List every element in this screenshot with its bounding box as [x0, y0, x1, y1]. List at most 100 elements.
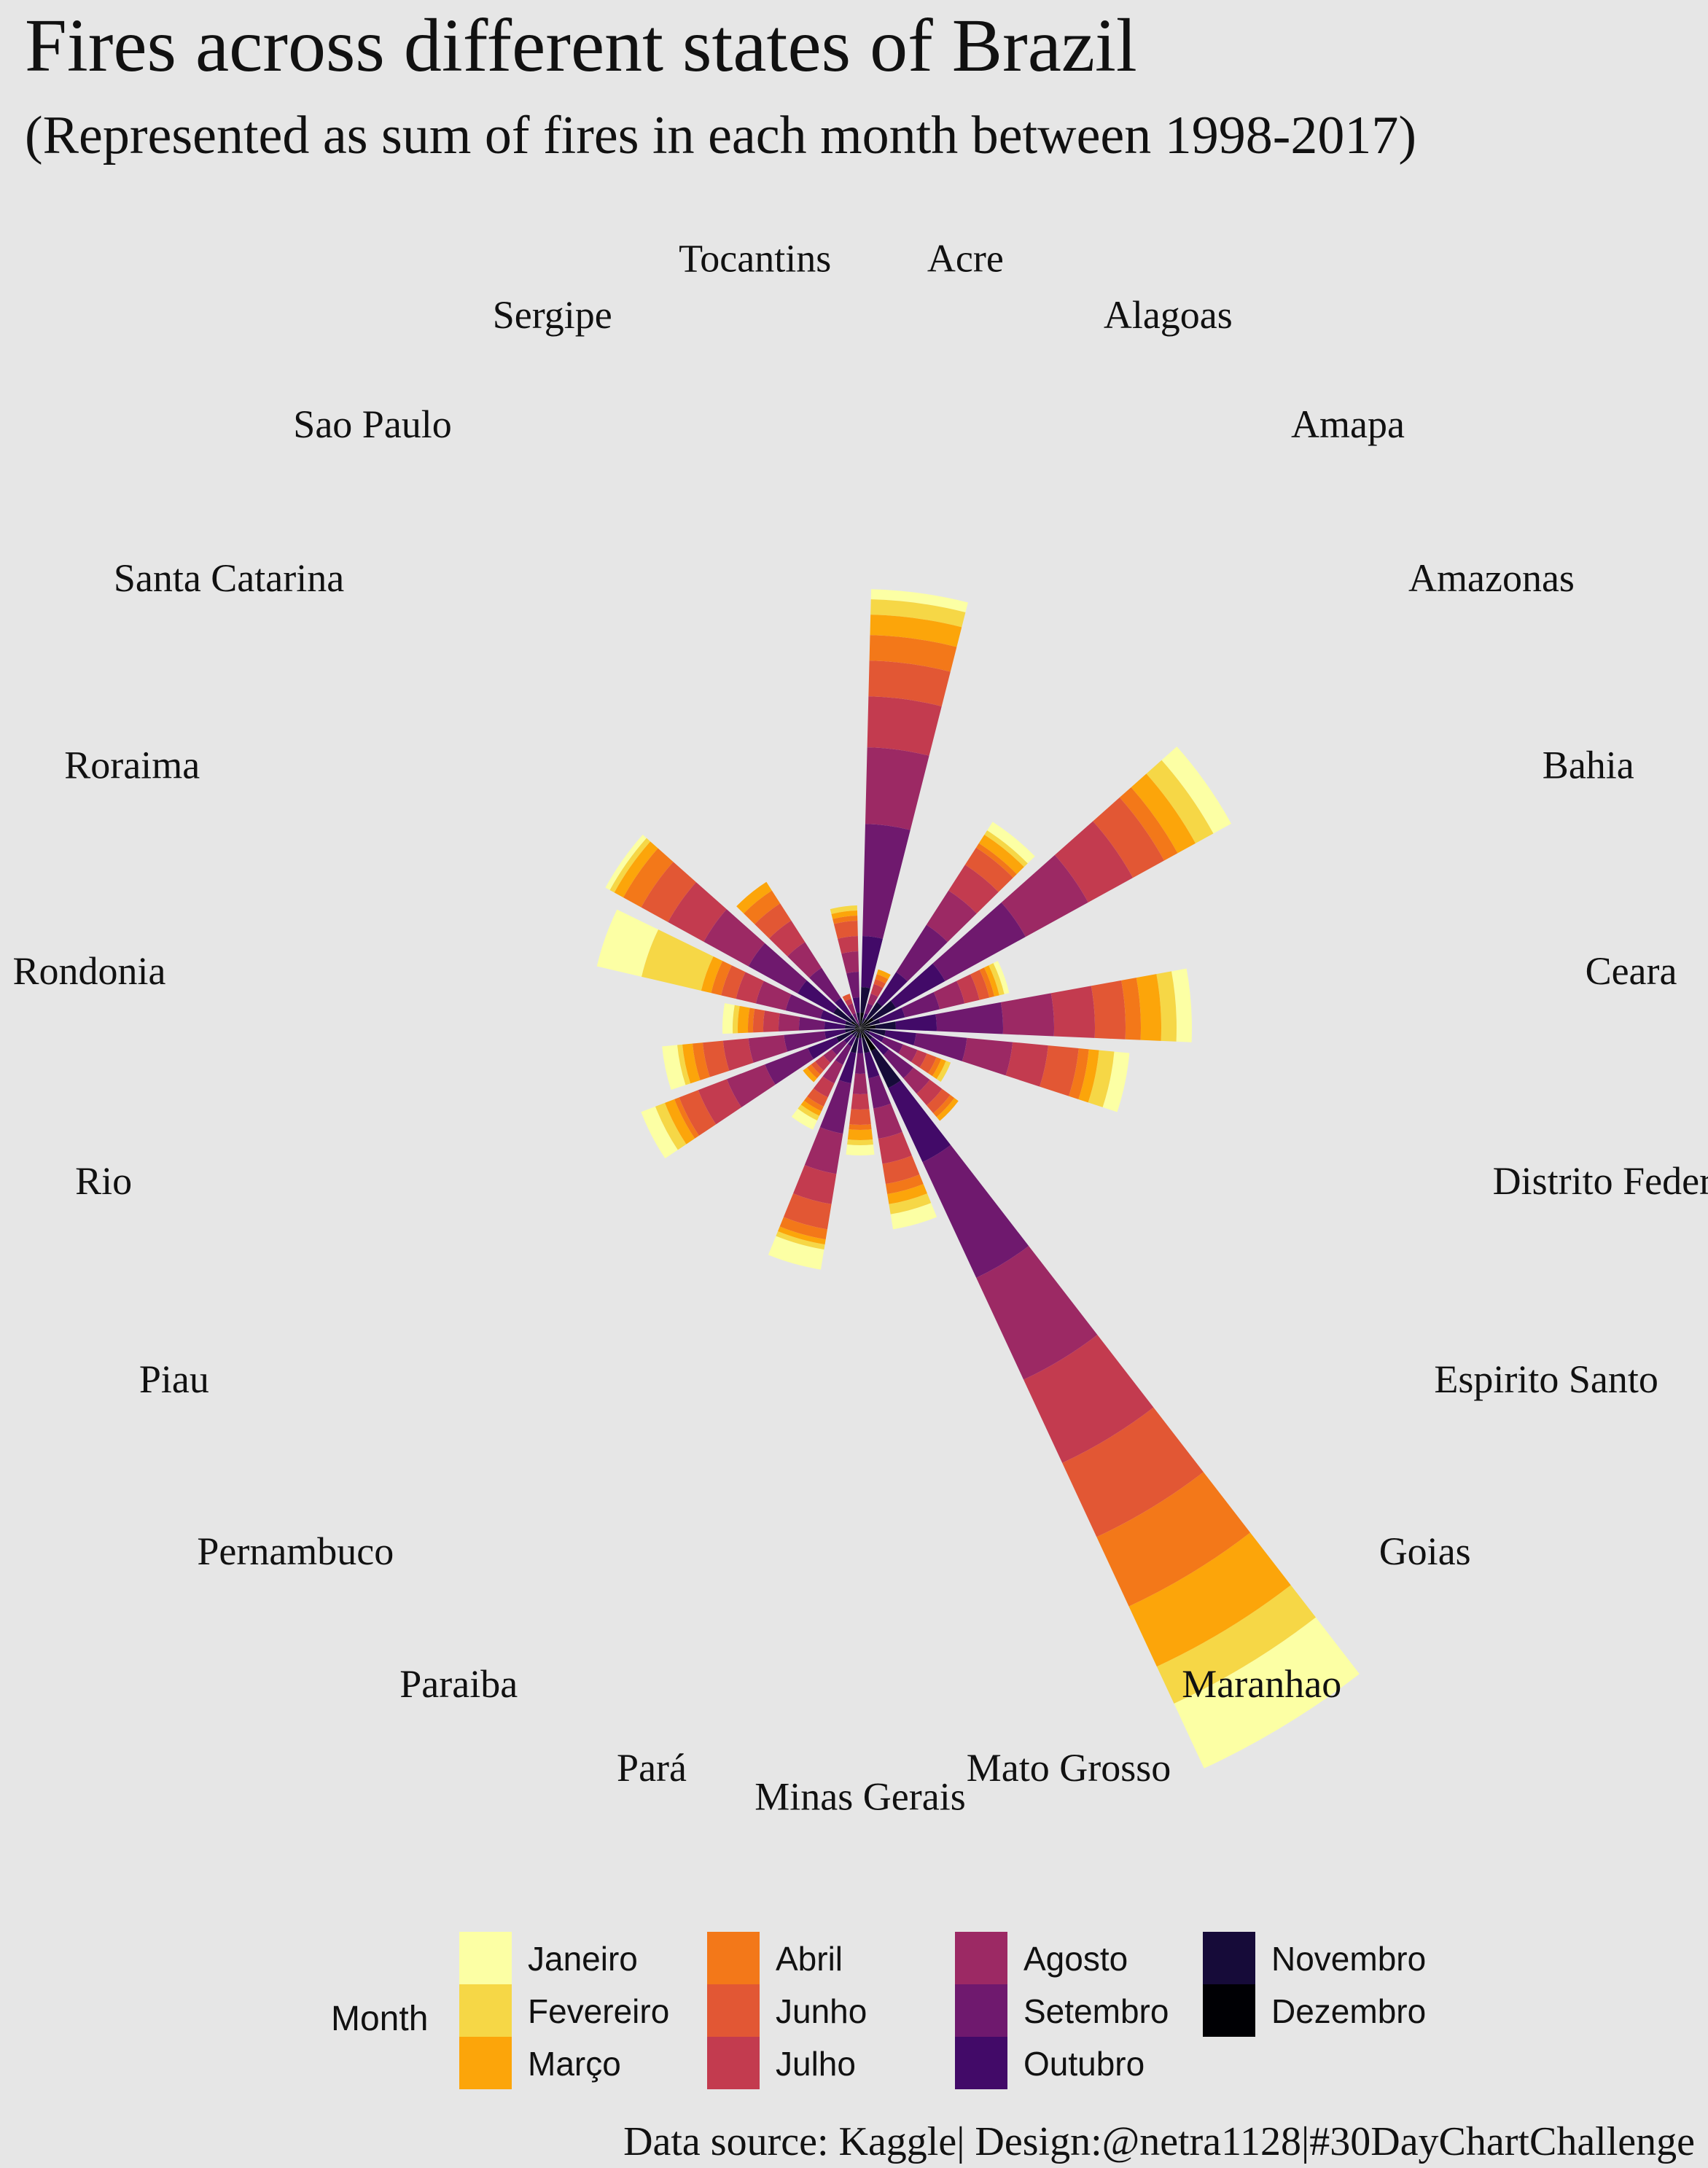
bar-segment-para-janeiro [768, 1236, 824, 1270]
bar-segment-piau-agosto [727, 1064, 776, 1107]
bar-segment-sergipe-junho [842, 994, 851, 1002]
bar-segment-ceara-julho [1050, 986, 1095, 1038]
bar-segment-distrito-federal-agosto [962, 1037, 1013, 1076]
bar-segment-amazonas-agosto [1001, 854, 1088, 937]
bar-segment-espirito-santo-marco [932, 1058, 946, 1080]
bar-segment-ceara-dezembro [860, 1025, 876, 1029]
bar-segment-tocantins-abril [832, 916, 858, 924]
bar-segment-acre-agosto [865, 747, 929, 830]
bar-segment-maranhao-abril [1096, 1472, 1251, 1607]
bar-segment-maranhao-marco [1128, 1532, 1291, 1667]
bar-segment-amazonas-setembro [932, 902, 1026, 981]
bar-segment-rio-novembro [845, 1028, 856, 1033]
bar-segment-rio-agosto [748, 1034, 788, 1063]
bar-segment-alagoas-agosto [867, 994, 878, 1006]
bar-segment-paraiba-novembro [854, 1032, 859, 1037]
bar-segment-acre-marco [870, 615, 962, 647]
bar-segment-alagoas-dezembro [860, 1023, 863, 1028]
legend-swatch [459, 1932, 512, 1984]
bar-segment-acre-outubro [861, 936, 883, 989]
legend-swatch [955, 1932, 1007, 1984]
state-label-pernambuco: Pernambuco [197, 1529, 394, 1573]
bar-segment-rondonia-julho [763, 1010, 780, 1032]
bar-segment-para-setembro [819, 1080, 851, 1134]
bar-segment-santa-catarina-setembro [748, 943, 807, 994]
bar-segment-rondonia-marco [738, 1005, 750, 1034]
state-label-roraima: Roraima [64, 743, 200, 787]
bar-segment-roraima-agosto [755, 980, 792, 1011]
bar-segment-minas-gerais-outubro [857, 1037, 863, 1053]
bar-segment-minas-gerais-setembro [854, 1053, 866, 1074]
bar-segment-ceara-marco [1136, 974, 1162, 1041]
bar-segment-minas-gerais-fevereiro [847, 1139, 873, 1146]
bar-segment-amazonas-fevereiro [1146, 760, 1214, 843]
bar-segment-minas-gerais-julho [851, 1093, 870, 1110]
bar-segment-pernambuco-marco [803, 1067, 817, 1083]
bar-segment-mato-grosso-junho [882, 1155, 920, 1185]
bar-segment-piau-abril [674, 1097, 699, 1139]
bar-segment-paraiba-dezembro [857, 1028, 860, 1033]
state-label-alagoas: Alagoas [1104, 293, 1233, 337]
bar-segment-santa-catarina-junho [641, 862, 696, 922]
state-label-paraiba: Paraiba [399, 1662, 518, 1706]
bar-segment-rondonia-fevereiro [733, 1005, 740, 1034]
bar-segment-distrito-federal-junho [1040, 1045, 1079, 1096]
bar-segment-paraiba-setembro [835, 1044, 852, 1065]
state-label-santa-catarina: Santa Catarina [114, 556, 344, 600]
bar-segment-sergipe-outubro [857, 1023, 860, 1028]
bar-segment-roraima-junho [721, 965, 746, 999]
bar-segment-alagoas-outubro [863, 1013, 868, 1019]
bar-segment-goias-dezembro [860, 1028, 865, 1032]
bar-segment-acre-dezembro [860, 1013, 865, 1028]
bar-segment-piau-dezembro [850, 1028, 860, 1034]
bar-segment-para-junho [783, 1193, 832, 1230]
state-label-maranhao: Maranhao [1182, 1662, 1341, 1706]
state-label-amazonas: Amazonas [1408, 556, 1575, 600]
bar-segment-espirito-santo-setembro [881, 1037, 903, 1054]
bar-segment-mato-grosso-dezembro [860, 1028, 865, 1038]
bar-segment-roraima-dezembro [855, 1025, 860, 1028]
bar-segment-alagoas-julho [870, 983, 884, 997]
bar-segment-alagoas-abril [875, 974, 889, 984]
bar-segment-sergipe-setembro [852, 1013, 859, 1023]
bar-segment-goias-agosto [903, 1067, 930, 1094]
bar-segment-pernambuco-setembro [831, 1040, 847, 1056]
bar-segment-tocantins-setembro [846, 972, 859, 999]
bar-segment-maranhao-novembro [870, 1048, 901, 1088]
bar-segment-amapa-setembro [896, 924, 948, 982]
bar-segment-roraima-marco [701, 956, 723, 994]
bar-segment-piau-novembro [836, 1032, 852, 1042]
bar-segment-amapa-abril [975, 843, 1017, 878]
bar-segment-para-novembro [850, 1037, 859, 1053]
bar-segment-alagoas-marco [876, 969, 891, 980]
bar-segment-amapa-dezembro [860, 1019, 867, 1028]
bar-segment-espirito-santo-junho [919, 1053, 937, 1074]
bar-segment-amazonas-novembro [871, 1000, 897, 1021]
bar-segment-paraiba-abril [803, 1096, 824, 1112]
bar-segment-acre-abril [869, 635, 957, 672]
bar-segment-ceara-setembro [935, 1002, 1003, 1034]
legend-swatch [955, 2037, 1007, 2089]
bar-segment-distrito-federal-marco [1078, 1049, 1099, 1103]
bar-segment-pernambuco-abril [806, 1064, 821, 1079]
bar-segment-santa-catarina-outubro [798, 980, 838, 1013]
bar-segment-roraima-janeiro [596, 909, 659, 977]
bar-segment-mato-grosso-julho [878, 1131, 912, 1164]
bar-segment-ceara-junho [1091, 980, 1126, 1040]
bar-segment-sao-paulo-julho [769, 920, 806, 956]
bar-segment-santa-catarina-marco [614, 841, 658, 898]
legend-swatch [1203, 1932, 1255, 1984]
bar-segment-amapa-outubro [876, 972, 908, 1007]
bar-segment-rio-dezembro [855, 1028, 860, 1030]
bar-segment-rondonia-setembro [799, 1016, 825, 1031]
bar-segment-bahia-janeiro [993, 961, 1010, 994]
bar-segment-amazonas-outubro [890, 963, 945, 1009]
bar-segment-mato-grosso-agosto [873, 1103, 902, 1139]
bar-segment-amazonas-dezembro [860, 1018, 874, 1028]
bar-segment-espirito-santo-outubro [868, 1032, 884, 1042]
bar-segment-santa-catarina-agosto [703, 909, 765, 967]
bar-segment-rondonia-agosto [779, 1013, 800, 1032]
bar-segment-acre-julho [867, 696, 942, 756]
bar-segment-piau-marco [665, 1099, 695, 1145]
bar-segment-para-abril [779, 1217, 827, 1240]
